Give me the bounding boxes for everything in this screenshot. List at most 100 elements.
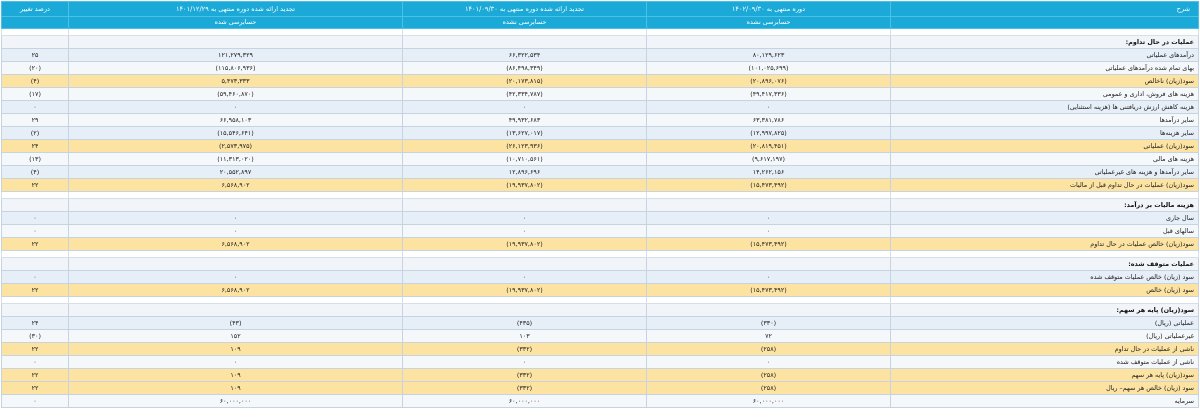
- change-percent: ۲۵: [1, 48, 69, 62]
- value-period-1: (۲۵۸): [646, 381, 891, 395]
- table-row: ناشی از عملیات متوقف شده ۰ ۰ ۰ ۰: [1, 355, 1199, 369]
- row-label: سود(زیان) عملیات در حال تداوم قبل از مال…: [890, 178, 1199, 192]
- spacer-row: [1, 250, 1199, 258]
- change-percent: ۲۲: [1, 342, 69, 356]
- change-percent: (۲): [1, 126, 69, 140]
- table-row: سالهای قبل ۰ ۰ ۰ ۰: [1, 224, 1199, 238]
- subheader-blank: [890, 16, 1199, 29]
- change-percent: ۲۲: [1, 368, 69, 382]
- value-period-2: (۱۰,۷۱۰,۵۶۱): [402, 152, 647, 166]
- change-percent: (۱۷): [1, 87, 69, 101]
- row-label: سود(زیان) پایه هر سهم: [890, 368, 1199, 382]
- spacer-row: [1, 296, 1199, 304]
- change-percent: ۰: [1, 355, 69, 369]
- value-period-3: (۲,۵۷۳,۹۷۵): [68, 139, 403, 153]
- header-period-1: دوره منتهی به ۱۴۰۲/۰۹/۳۰: [646, 1, 891, 17]
- value-period-3: ۱۰۹: [68, 342, 403, 356]
- subheader-period-3: حسابرسی شده: [68, 16, 403, 29]
- value-period-3: ۲۰,۵۵۲,۸۹۷: [68, 165, 403, 179]
- header-description: شرح: [890, 1, 1199, 17]
- income-statement-table: شرح دوره منتهی به ۱۴۰۲/۰۹/۳۰ تجدید ارائه…: [1, 1, 1199, 408]
- change-percent: ۲۲: [1, 237, 69, 251]
- table-row: هزینه های مالی (۹,۶۱۷,۱۹۷) (۱۰,۷۱۰,۵۶۱) (۱۱…: [1, 152, 1199, 166]
- value-period-2: (۲۰,۱۷۳,۸۱۵): [402, 74, 647, 88]
- row-label: سرمایه: [890, 394, 1199, 408]
- subheader-period-1: حسابرسی نشده: [646, 16, 891, 29]
- value-period-3: ۵,۴۷۳,۳۳۳: [68, 74, 403, 88]
- value-period-3: ۶,۵۶۸,۹۰۲: [68, 283, 403, 297]
- section-title: سود(زیان) پایه هر سهم:: [890, 303, 1199, 317]
- value-period-2: (۱۹,۹۳۷,۸۰۲): [402, 178, 647, 192]
- value-period-3: ۶۰,۰۰۰,۰۰۰: [68, 394, 403, 408]
- value-period-3: ۱۰۹: [68, 368, 403, 382]
- value-period-1: ۰: [646, 211, 891, 225]
- value-period-1: (۱۵,۴۷۳,۴۹۲): [646, 178, 891, 192]
- row-label: سالهای قبل: [890, 224, 1199, 238]
- value-period-1: (۲۵۸): [646, 368, 891, 382]
- value-period-2: ۰: [402, 100, 647, 114]
- value-period-1: (۳۳۰): [646, 316, 891, 330]
- table-row: سایر درآمدها ۶۳,۳۸۱,۷۸۶ ۴۹,۹۳۲,۶۸۳ ۶۶,۹۵۸,۱…: [1, 113, 1199, 127]
- value-period-2: ۰: [402, 211, 647, 225]
- value-period-3: ۶۶,۹۵۸,۱۰۳: [68, 113, 403, 127]
- row-label: ناشی از عملیات در حال تداوم: [890, 342, 1199, 356]
- table-row: عملیاتی (ریال) (۳۳۰) (۴۳۵) (۴۳) ۲۴: [1, 316, 1199, 330]
- value-period-1: ۰: [646, 270, 891, 284]
- table-row: سود(زیان) عملیاتی (۲۰,۸۱۹,۴۵۱) (۲۶,۱۲۳,۹۳۶…: [1, 139, 1199, 153]
- change-percent: ۲۲: [1, 283, 69, 297]
- change-percent: (۳۰): [1, 329, 69, 343]
- value-period-3: ۶,۵۶۸,۹۰۲: [68, 178, 403, 192]
- row-label: سال جاری: [890, 211, 1199, 225]
- table-row: سایر درآمدها و هزینه های غیرعملیاتی ۱۴,۲۶…: [1, 165, 1199, 179]
- table-row: غیرعملیاتی (ریال) ۷۲ ۱۰۳ ۱۵۲ (۳۰): [1, 329, 1199, 343]
- value-period-2: ۱۰۳: [402, 329, 647, 343]
- table-row: سود (زیان) خالص هر سهم– ریال (۲۵۸) (۳۳۲) ۱۰…: [1, 381, 1199, 395]
- table-row: سود(زیان) ناخالص (۲۰,۸۹۶,۰۷۶) (۲۰,۱۷۳,۸۱۵)…: [1, 74, 1199, 88]
- section-header-row: عملیات متوقف شده:: [1, 257, 1199, 271]
- row-label: سود(زیان) خالص عملیات در حال تداوم: [890, 237, 1199, 251]
- row-label: سود(زیان) ناخالص: [890, 74, 1199, 88]
- value-period-1: (۱۲,۹۹۷,۸۲۵): [646, 126, 891, 140]
- value-period-3: ۰: [68, 211, 403, 225]
- change-percent: ۰: [1, 394, 69, 408]
- subheader-blank-change: [1, 16, 69, 29]
- change-percent: (۲۰): [1, 61, 69, 75]
- row-label: هزینه کاهش ارزش دریافتنی ها (هزینه استثن…: [890, 100, 1199, 114]
- value-period-1: ۸۰,۱۲۹,۶۲۳: [646, 48, 891, 62]
- change-percent: ۰: [1, 100, 69, 114]
- row-label: سایر هزینه‌ها: [890, 126, 1199, 140]
- subheader-period-2: حسابرسی نشده: [402, 16, 647, 29]
- value-period-2: (۱۹,۹۳۷,۸۰۲): [402, 237, 647, 251]
- row-label: هزینه های مالی: [890, 152, 1199, 166]
- header-change-percent: درصد تغییر: [1, 1, 69, 17]
- change-percent: ۰: [1, 211, 69, 225]
- value-period-2: (۸۶,۴۹۸,۳۴۹): [402, 61, 647, 75]
- subheader-row: حسابرسی نشده حسابرسی نشده حسابرسی شده: [1, 16, 1199, 29]
- value-period-3: ۰: [68, 224, 403, 238]
- table-row: هزینه کاهش ارزش دریافتنی ها (هزینه استثن…: [1, 100, 1199, 114]
- value-period-3: (۵۹,۴۶۰,۸۷۰): [68, 87, 403, 101]
- value-period-2: ۰: [402, 270, 647, 284]
- row-label: درآمدهای عملیاتی: [890, 48, 1199, 62]
- table-row: سود (زیان) خالص عملیات متوقف شده ۰ ۰ ۰ ۰: [1, 270, 1199, 284]
- value-period-1: ۱۴,۲۶۲,۱۵۶: [646, 165, 891, 179]
- value-period-2: ۶۶,۳۲۲,۵۳۴: [402, 48, 647, 62]
- value-period-1: ۰: [646, 224, 891, 238]
- row-label: سود (زیان) خالص هر سهم– ریال: [890, 381, 1199, 395]
- value-period-2: ۱۲,۸۹۶,۶۹۶: [402, 165, 647, 179]
- value-period-2: (۱۳,۶۲۷,۰۱۷): [402, 126, 647, 140]
- value-period-2: (۳۳۲): [402, 368, 647, 382]
- spacer-row: [1, 28, 1199, 36]
- section-title: عملیات در حال تداوم:: [890, 35, 1199, 49]
- table-row: هزینه های فروش، اداری و عمومی (۴۹,۴۱۷,۳۳۶…: [1, 87, 1199, 101]
- value-period-2: (۳۳۲): [402, 342, 647, 356]
- table-row: سود(زیان) پایه هر سهم (۲۵۸) (۳۳۲) ۱۰۹ ۲۲: [1, 368, 1199, 382]
- value-period-3: (۱۱۵,۸۰۶,۹۳۶): [68, 61, 403, 75]
- value-period-2: (۳۳۲): [402, 381, 647, 395]
- value-period-2: ۰: [402, 355, 647, 369]
- change-percent: ۲۴: [1, 139, 69, 153]
- value-period-2: ۶۰,۰۰۰,۰۰۰: [402, 394, 647, 408]
- value-period-2: (۴۳۵): [402, 316, 647, 330]
- table-row: درآمدهای عملیاتی ۸۰,۱۲۹,۶۲۳ ۶۶,۳۲۲,۵۳۴ ۱۲۱,…: [1, 48, 1199, 62]
- value-period-1: (۱۰۱,۰۲۵,۶۹۹): [646, 61, 891, 75]
